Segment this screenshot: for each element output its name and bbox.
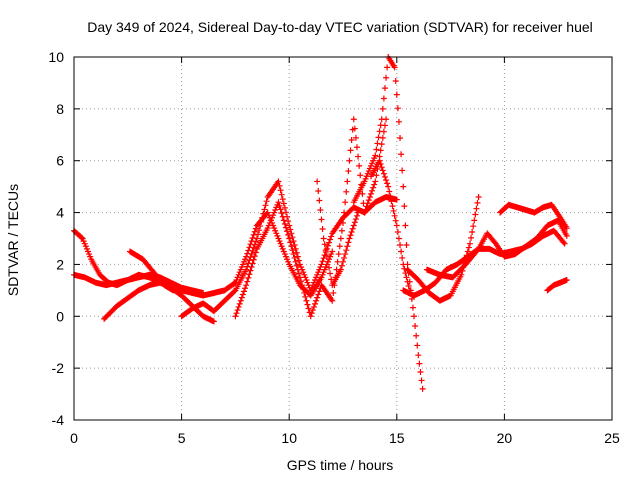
series-track-d	[126, 248, 176, 294]
series-markers	[314, 178, 362, 289]
series-track-i	[367, 157, 413, 294]
x-axis-label: GPS time / hours	[287, 457, 394, 473]
x-tick-label: 10	[281, 430, 297, 446]
series-markers	[544, 276, 570, 294]
x-tick-label: 5	[178, 430, 186, 446]
series-markers	[404, 194, 482, 304]
y-tick-label: 8	[56, 101, 64, 117]
x-tick-label: 15	[389, 430, 405, 446]
series-track-h	[350, 54, 426, 392]
plot-frame	[73, 56, 613, 421]
y-tick-label: -4	[52, 412, 65, 428]
series-markers	[423, 217, 570, 281]
series-markers	[497, 201, 570, 232]
series-markers	[232, 116, 390, 320]
series-markers	[126, 248, 176, 294]
x-tick-label: 0	[70, 430, 78, 446]
y-axis-label: SDTVAR / TECUs	[5, 184, 21, 296]
series-track-k	[404, 194, 482, 304]
chart-title: Day 349 of 2024, Sidereal Day-to-day VTE…	[87, 19, 593, 35]
y-tick-label: 6	[56, 153, 64, 169]
y-tick-label: 2	[56, 256, 64, 272]
series-track-l	[423, 217, 570, 281]
series-track-f	[232, 116, 390, 320]
y-tick-label: 10	[48, 49, 64, 65]
series-markers	[350, 54, 426, 392]
y-tick-label: 0	[56, 308, 64, 324]
grid-lines	[74, 57, 612, 420]
y-tick-label: 4	[56, 205, 64, 221]
data-points	[71, 54, 570, 392]
axis-ticks: 0 5 10 15 20 25 -4 -2 0 2 4 6 8 10	[48, 49, 620, 446]
x-tick-label: 20	[497, 430, 513, 446]
series-markers	[367, 157, 413, 294]
series-track-n	[544, 276, 570, 294]
y-tick-label: -2	[52, 360, 65, 376]
series-track-m	[497, 201, 570, 232]
series-track-g	[314, 178, 362, 289]
x-tick-label: 25	[604, 430, 620, 446]
